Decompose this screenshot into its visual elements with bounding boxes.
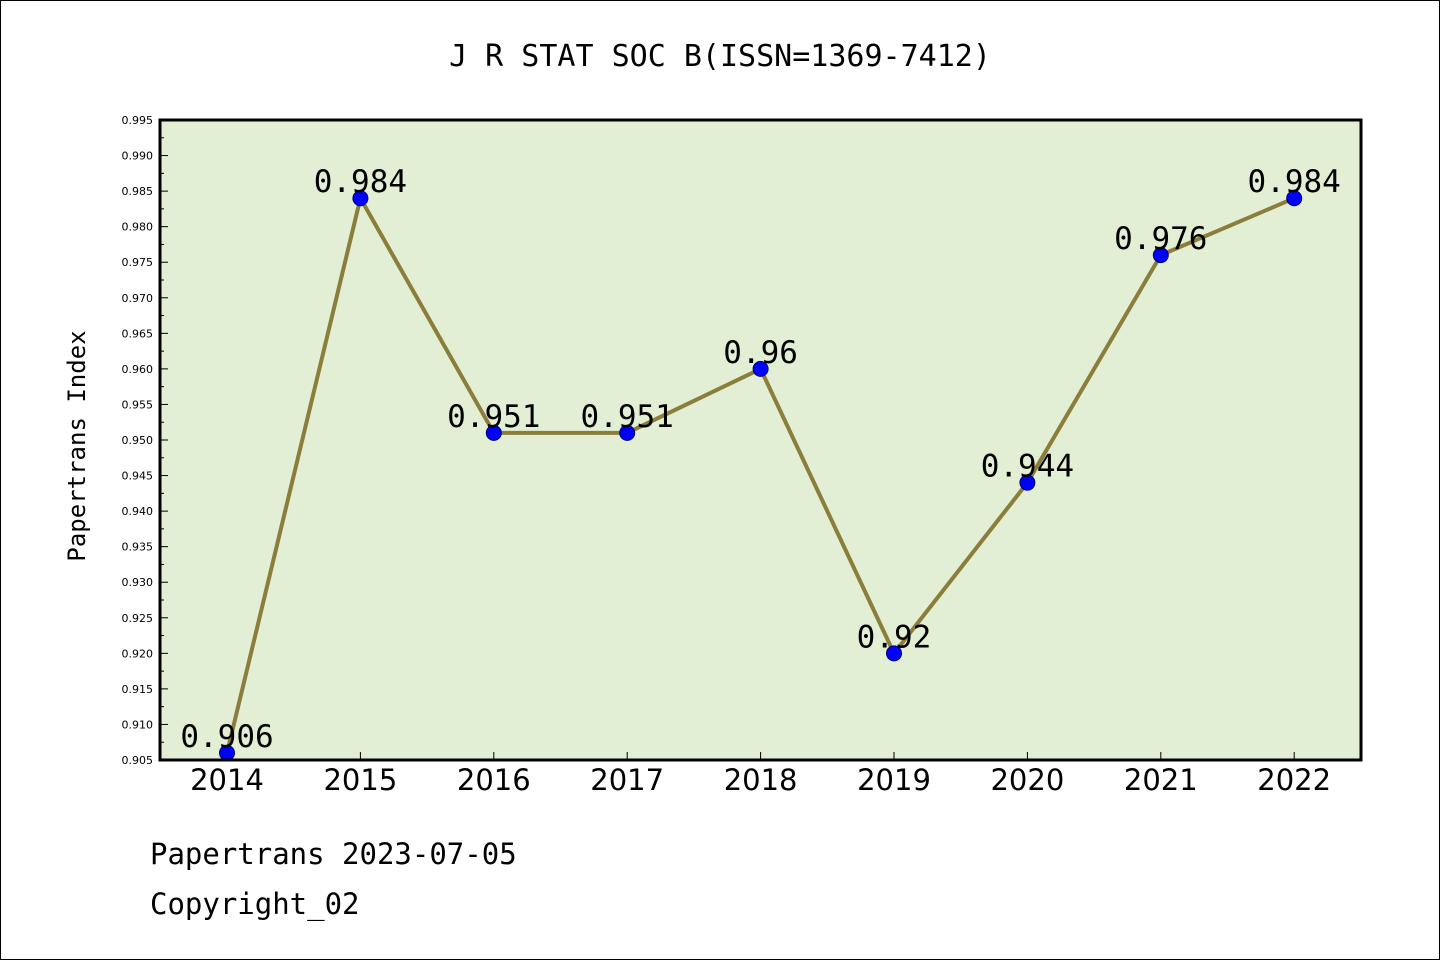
- data-label: 0.951: [581, 399, 674, 435]
- data-point: [1286, 190, 1303, 207]
- x-tick-label: 2017: [590, 763, 664, 797]
- data-point: [752, 360, 769, 377]
- data-label: 0.984: [314, 164, 407, 200]
- data-label: 0.944: [981, 449, 1074, 485]
- y-tick-label: 0.955: [122, 398, 154, 411]
- data-point: [886, 645, 902, 662]
- footer-copyright: Copyright_02: [150, 887, 360, 922]
- y-tick-label: 0.975: [122, 256, 154, 269]
- plot-area: [160, 120, 1361, 760]
- y-tick-label: 0.930: [122, 576, 154, 589]
- data-label: 0.951: [447, 399, 540, 435]
- plot-border: [158, 118, 1363, 762]
- y-tick-label: 0.960: [122, 363, 154, 376]
- x-tick-label: 2021: [1124, 763, 1198, 797]
- data-labels: 0.906 0.984 0.951 0.951 0.96 0.92 0.944 0.976 0.…: [180, 164, 1341, 755]
- y-tick-label: 0.995: [122, 114, 154, 127]
- data-point: [1019, 474, 1036, 491]
- data-label: 0.96: [723, 335, 798, 371]
- data-point: [1152, 247, 1169, 264]
- data-label: 0.92: [857, 619, 932, 655]
- y-tick-label: 0.920: [122, 647, 154, 660]
- y-axis-label: Papertrans Index: [63, 330, 91, 561]
- y-tick-label: 0.915: [122, 683, 154, 696]
- y-tick-label: 0.950: [122, 434, 154, 447]
- y-tick-label: 0.910: [122, 718, 154, 731]
- y-tick-label: 0.990: [122, 150, 154, 163]
- data-points: [219, 190, 1303, 761]
- x-tick-label: 2015: [323, 763, 397, 797]
- y-tick-label: 0.935: [122, 541, 154, 554]
- x-tick-label: 2014: [190, 763, 264, 797]
- x-tick-label: 2016: [457, 763, 531, 797]
- y-tick-label: 0.985: [122, 185, 154, 198]
- data-label: 0.976: [1114, 221, 1207, 257]
- footer-date: Papertrans 2023-07-05: [150, 837, 517, 871]
- x-tick-label: 2022: [1257, 763, 1331, 797]
- y-tick-label: 0.925: [122, 612, 154, 625]
- x-tick-label: 2020: [990, 763, 1064, 797]
- y-tick-label: 0.965: [122, 327, 154, 340]
- y-tick-label: 0.905: [122, 754, 154, 767]
- data-label: 0.906: [180, 719, 273, 755]
- data-point: [619, 424, 636, 441]
- x-axis-ticks: 2014 2015 2016 2017 2018 2019 2020 2021 2022: [190, 752, 1331, 797]
- x-tick-label: 2019: [857, 763, 931, 797]
- chart-title: J R STAT SOC B(ISSN=1369-7412): [449, 39, 991, 74]
- data-point: [485, 424, 502, 441]
- data-label: 0.984: [1248, 164, 1341, 200]
- y-tick-label: 0.940: [122, 505, 154, 518]
- y-tick-label: 0.980: [122, 221, 154, 234]
- y-tick-label: 0.945: [122, 470, 154, 483]
- data-point: [352, 190, 369, 207]
- x-tick-label: 2018: [724, 763, 798, 797]
- y-tick-label: 0.970: [122, 292, 154, 305]
